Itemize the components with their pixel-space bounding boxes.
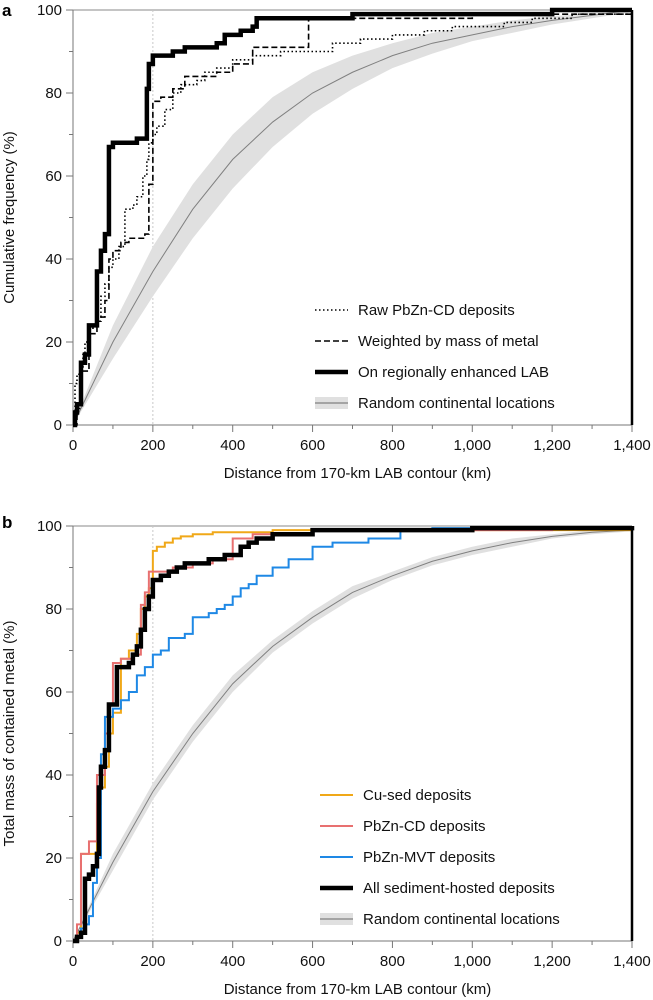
series-line-all-sediment-hosted-deposits — [73, 525, 635, 944]
legend-item: All sediment-hosted deposits — [320, 880, 555, 897]
y-tick-label: 20 — [45, 850, 62, 867]
legend-label: Cu-sed deposits — [363, 787, 471, 804]
y-tick-label: 0 — [54, 417, 62, 434]
legend: Cu-sed deposits PbZn-CD deposits PbZn-MVT … — [320, 787, 560, 928]
x-tick-label: 1,400 — [613, 437, 651, 454]
legend-item: Raw PbZn-CD deposits — [315, 302, 515, 319]
x-tick-label: 200 — [140, 437, 165, 454]
x-tick-label: 800 — [380, 437, 405, 454]
x-tick-label: 0 — [69, 437, 77, 454]
legend-item: Random continental locations — [315, 395, 555, 412]
legend-label: Raw PbZn-CD deposits — [358, 302, 515, 319]
x-tick-label: 200 — [140, 953, 165, 970]
series-line-random-continental-locations — [72, 9, 633, 426]
y-tick-label: 100 — [37, 518, 62, 535]
legend-item: PbZn-MVT deposits — [320, 849, 495, 866]
y-tick-label: 20 — [45, 334, 62, 351]
legend-label: PbZn-CD deposits — [363, 818, 486, 835]
x-tick-label: 0 — [69, 953, 77, 970]
series-line-on-regionally-enhanced-lab — [72, 7, 632, 428]
x-tick-label: 1,200 — [533, 953, 571, 970]
legend-label: Weighted by mass of metal — [358, 333, 539, 350]
x-tick-label: 1,400 — [613, 953, 651, 970]
legend: Raw PbZn-CD deposits Weighted by mass of … — [315, 302, 555, 412]
x-axis-title: Distance from 170-km LAB contour (km) — [224, 981, 492, 998]
y-tick-label: 0 — [54, 933, 62, 950]
x-axis-title: Distance from 170-km LAB contour (km) — [224, 465, 492, 482]
series-line-pbzn-cd-deposits — [73, 526, 633, 942]
panel-a-chart: 0 20 40 60 80 100 0 200 400 600 800 1,000 1,200 1,400… — [1, 1, 651, 482]
y-axis-title: Total mass of contained metal (%) — [1, 621, 18, 847]
x-tick-label: 800 — [380, 953, 405, 970]
legend-label: On regionally enhanced LAB — [358, 364, 549, 381]
legend-item: Random continental locations — [320, 911, 560, 928]
y-tick-label: 80 — [45, 85, 62, 102]
y-tick-label: 60 — [45, 168, 62, 185]
legend-item: Weighted by mass of metal — [315, 333, 539, 350]
legend-label: Random continental locations — [363, 911, 560, 928]
legend-label: PbZn-MVT deposits — [363, 849, 495, 866]
legend-item: PbZn-CD deposits — [320, 818, 486, 835]
panel-label: b — [2, 513, 12, 532]
y-axis-title: Cumulative frequency (%) — [1, 131, 18, 304]
panel-label: a — [2, 1, 12, 20]
y-tick-label: 100 — [37, 2, 62, 19]
legend-item: On regionally enhanced LAB — [315, 364, 549, 381]
legend-label: All sediment-hosted deposits — [363, 880, 555, 897]
x-tick-label: 1,000 — [454, 437, 492, 454]
series-band-random-continental-locations — [73, 10, 632, 425]
series-line-random-continental-locations — [72, 529, 633, 942]
legend-label: Random continental locations — [358, 395, 555, 412]
x-tick-label: 1,000 — [454, 953, 492, 970]
x-tick-label: 1,200 — [533, 437, 571, 454]
x-tick-label: 600 — [300, 437, 325, 454]
x-tick-label: 400 — [220, 437, 245, 454]
legend-item: Cu-sed deposits — [320, 787, 471, 804]
y-tick-label: 60 — [45, 684, 62, 701]
y-tick-label: 40 — [45, 767, 62, 784]
y-tick-label: 40 — [45, 251, 62, 268]
panel-b-chart: 0 20 40 60 80 100 0 200 400 600 800 1,000 1,200 1,400… — [1, 513, 651, 998]
series-line-weighted-by-mass-of-metal — [73, 10, 633, 426]
x-tick-label: 400 — [220, 953, 245, 970]
series-line-raw-pbzn-cd-deposits — [73, 10, 633, 426]
y-tick-label: 80 — [45, 601, 62, 618]
x-tick-label: 600 — [300, 953, 325, 970]
